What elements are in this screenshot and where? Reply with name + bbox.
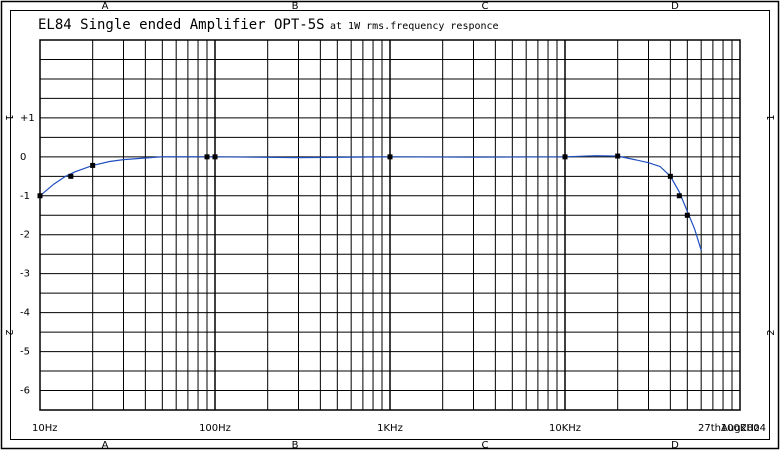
data-point-marker [212, 154, 218, 160]
date-label: 27thAug2004 [698, 423, 766, 434]
frame-zone-label-right: 2 [766, 329, 777, 335]
y-tick-label: -2 [20, 230, 30, 241]
data-point-marker [90, 162, 96, 168]
x-tick-label: 100Hz [199, 423, 231, 434]
frame-zone-label-bottom: D [671, 440, 679, 450]
x-tick-label: 100KHz [721, 423, 759, 434]
data-point-marker [684, 212, 690, 218]
data-point-marker [667, 173, 673, 179]
data-point-marker [37, 193, 43, 199]
frame-zone-label-bottom: B [292, 440, 299, 450]
data-point-marker [615, 153, 621, 159]
frame-zone-label-top: B [292, 1, 299, 12]
y-tick-label: -1 [20, 191, 30, 202]
data-point-marker [562, 154, 568, 160]
data-point-marker [204, 154, 210, 160]
frame-zone-label-bottom: C [482, 440, 489, 450]
chart-title: EL84 Single ended Amplifier OPT-5S [38, 17, 325, 33]
y-tick-label: 0 [20, 152, 26, 163]
data-point-marker [68, 173, 74, 179]
frame-zone-label-right: 1 [766, 114, 777, 120]
data-point-marker [676, 193, 682, 199]
frame-zone-label-left: 2 [3, 329, 14, 335]
frame-zone-label-top: A [102, 1, 109, 12]
y-tick-label: -6 [20, 386, 30, 397]
data-point-marker [387, 154, 393, 160]
y-tick-label: -3 [20, 269, 30, 280]
x-tick-label: 10Hz [32, 423, 58, 434]
y-tick-label: +1 [20, 113, 35, 124]
frame-zone-label-left: 1 [3, 114, 14, 120]
x-tick-label: 1KHz [377, 423, 403, 434]
frame-zone-label-bottom: A [102, 440, 109, 450]
y-tick-label: -4 [20, 308, 30, 319]
y-tick-label: -5 [20, 347, 30, 358]
chart-subtitle: at 1W rms.frequency responce [330, 21, 499, 32]
frame-zone-label-top: D [671, 1, 679, 12]
inner-frame [10, 10, 770, 440]
frame-zone-label-top: C [482, 1, 489, 12]
x-tick-label: 10KHz [549, 423, 581, 434]
